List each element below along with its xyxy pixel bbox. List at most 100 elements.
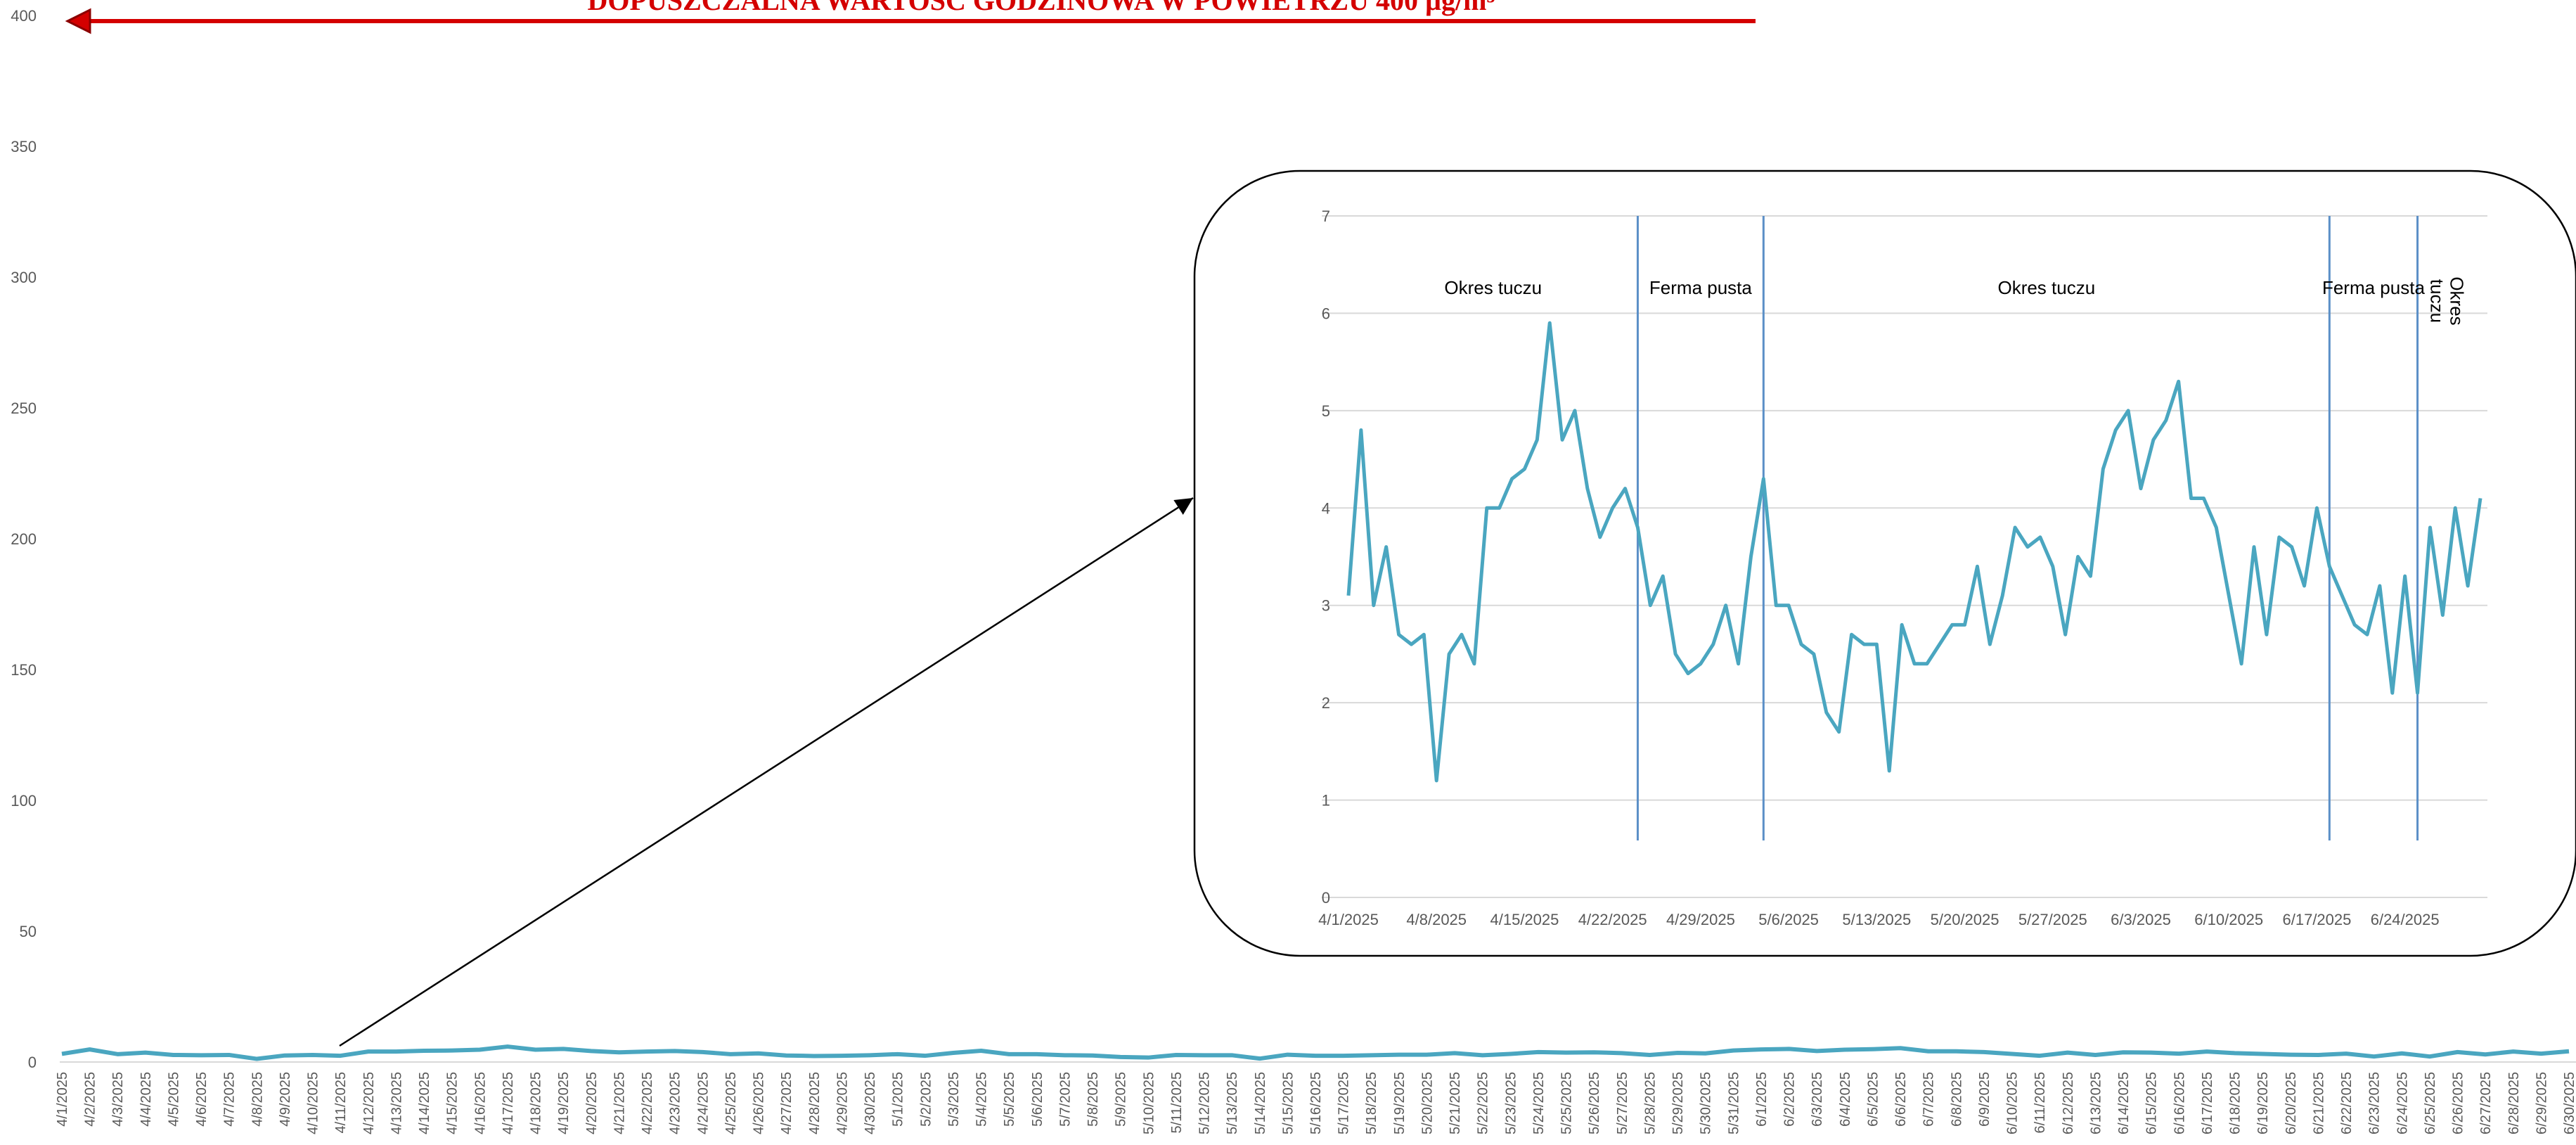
x-tick-label: 5/5/2025: [1002, 1072, 1017, 1127]
period-label: Ferma pusta: [1649, 277, 1752, 298]
x-tick-label: 5/4/2025: [974, 1072, 990, 1127]
inset-gridlines: [1322, 215, 2487, 898]
limit-annotation: DOPUSZCZALNA WARTOŚĆ GODZINOWA W POWIETR…: [65, 0, 1756, 34]
period-label: Okrestuczu: [2426, 276, 2467, 325]
x-tick-label: 5/2/2025: [918, 1072, 934, 1127]
x-tick-label: 6/22/2025: [2339, 1072, 2355, 1134]
x-tick-label: 5/21/2025: [1448, 1072, 1463, 1134]
x-tick-label: 6/4/2025: [1838, 1072, 1853, 1127]
x-tick-label: 6/13/2025: [2088, 1072, 2104, 1134]
x-axis-ticks: 4/1/2025 4/2/2025 4/3/2025 4/4/2025 4/5/2025…: [55, 1072, 2576, 1134]
zoom-arrow: [339, 497, 1194, 1047]
x-tick-label: 4/2/2025: [83, 1072, 98, 1127]
y-tick-label: 200: [11, 530, 37, 548]
x-tick-label: 5/7/2025: [1057, 1072, 1073, 1127]
x-tick-label: 4/27/2025: [779, 1072, 794, 1134]
x-tick-label: 5/14/2025: [1253, 1072, 1268, 1134]
inset-x-tick-label: 4/8/2025: [1406, 911, 1467, 928]
inset-frame: [1193, 169, 2576, 957]
x-tick-label: 5/3/2025: [946, 1072, 962, 1127]
x-tick-label: 5/9/2025: [1114, 1072, 1129, 1127]
x-tick-label: 4/21/2025: [612, 1072, 627, 1134]
x-tick-label: 6/25/2025: [2423, 1072, 2438, 1134]
x-tick-label: 5/6/2025: [1030, 1072, 1045, 1127]
x-tick-label: 4/3/2025: [110, 1072, 126, 1127]
inset-chart: 0 1 2 3 4 5 6 7 4/1/2025 4/8/2025 4/15/2025 4/22/2…: [1193, 169, 2576, 957]
y-tick-label: 50: [20, 923, 37, 940]
y-tick-label: 100: [11, 792, 37, 810]
x-tick-label: 4/12/2025: [361, 1072, 377, 1134]
x-tick-label: 6/26/2025: [2451, 1072, 2466, 1134]
x-tick-label: 5/25/2025: [1559, 1072, 1575, 1134]
x-tick-label: 6/20/2025: [2284, 1072, 2299, 1134]
x-tick-label: 4/7/2025: [222, 1072, 238, 1127]
x-tick-label: 5/31/2025: [1726, 1072, 1741, 1134]
x-tick-label: 4/24/2025: [695, 1072, 711, 1134]
x-tick-label: 6/11/2025: [2033, 1072, 2048, 1134]
main-series-line: [61, 1044, 2570, 1061]
y-tick-label: 250: [11, 399, 37, 417]
inset-y-tick-label: 0: [1322, 889, 1330, 907]
inset-x-tick-label: 5/6/2025: [1758, 911, 1819, 928]
x-tick-label: 4/29/2025: [835, 1072, 850, 1134]
inset-x-tick-label: 6/10/2025: [2194, 911, 2263, 928]
x-tick-label: 6/29/2025: [2534, 1072, 2549, 1134]
x-tick-label: 4/26/2025: [752, 1072, 767, 1134]
x-tick-label: 6/30/2025: [2562, 1072, 2576, 1134]
x-tick-label: 5/30/2025: [1699, 1072, 1714, 1134]
inset-x-tick-label: 5/20/2025: [1931, 911, 1999, 928]
x-tick-label: 4/4/2025: [139, 1072, 154, 1127]
x-tick-label: 4/6/2025: [194, 1072, 210, 1127]
x-tick-label: 4/15/2025: [445, 1072, 461, 1134]
x-tick-label: 5/11/2025: [1169, 1072, 1185, 1134]
x-tick-label: 4/10/2025: [306, 1072, 321, 1134]
inset-x-tick-label: 6/3/2025: [2111, 911, 2171, 928]
inset-y-ticks: 0 1 2 3 4 5 6 7: [1322, 207, 1330, 907]
x-tick-label: 5/28/2025: [1642, 1072, 1658, 1134]
limit-label: DOPUSZCZALNA WARTOŚĆ GODZINOWA W POWIETR…: [588, 0, 1495, 16]
x-tick-label: 5/24/2025: [1531, 1072, 1547, 1134]
x-tick-label: 6/16/2025: [2172, 1072, 2187, 1134]
y-tick-label: 0: [28, 1054, 37, 1071]
x-tick-label: 4/17/2025: [501, 1072, 516, 1134]
inset-y-tick-label: 4: [1322, 499, 1330, 517]
x-tick-label: 4/18/2025: [529, 1072, 544, 1134]
x-tick-label: 4/9/2025: [278, 1072, 293, 1127]
inset-y-tick-label: 1: [1322, 792, 1330, 810]
x-tick-label: 5/17/2025: [1337, 1072, 1352, 1134]
inset-y-tick-label: 6: [1322, 305, 1330, 322]
inset-y-tick-label: 5: [1322, 402, 1330, 420]
x-tick-label: 6/1/2025: [1754, 1072, 1770, 1127]
x-tick-label: 4/5/2025: [166, 1072, 181, 1127]
inset-period-labels: Okres tuczu Ferma pusta Okres tuczu Ferma p…: [1444, 276, 2467, 325]
inset-x-tick-label: 5/27/2025: [2018, 911, 2087, 928]
x-tick-label: 4/28/2025: [807, 1072, 823, 1134]
x-tick-label: 5/15/2025: [1280, 1072, 1296, 1134]
x-tick-label: 4/16/2025: [472, 1072, 488, 1134]
x-tick-label: 6/14/2025: [2116, 1072, 2132, 1134]
x-tick-label: 4/20/2025: [584, 1072, 600, 1134]
x-tick-label: 4/30/2025: [863, 1072, 878, 1134]
y-tick-label: 400: [11, 7, 37, 25]
x-tick-label: 5/16/2025: [1308, 1072, 1324, 1134]
x-tick-label: 6/3/2025: [1810, 1072, 1825, 1127]
x-tick-label: 5/26/2025: [1587, 1072, 1602, 1134]
inset-y-tick-label: 2: [1322, 694, 1330, 712]
x-tick-label: 6/27/2025: [2478, 1072, 2494, 1134]
inset-x-tick-label: 6/24/2025: [2371, 911, 2440, 928]
inset-x-tick-label: 6/17/2025: [2283, 911, 2352, 928]
x-tick-label: 6/7/2025: [1921, 1072, 1937, 1127]
x-tick-label: 4/13/2025: [389, 1072, 404, 1134]
x-tick-label: 4/25/2025: [723, 1072, 739, 1134]
inset-series-line: [1346, 321, 2482, 783]
x-tick-label: 6/5/2025: [1865, 1072, 1881, 1127]
x-tick-label: 4/19/2025: [556, 1072, 572, 1134]
x-tick-label: 4/22/2025: [640, 1072, 655, 1134]
period-label: Ferma pusta: [2322, 277, 2425, 298]
x-tick-label: 4/11/2025: [333, 1072, 349, 1134]
x-tick-label: 5/1/2025: [891, 1072, 906, 1127]
inset-y-tick-label: 7: [1322, 207, 1330, 225]
x-tick-label: 6/15/2025: [2144, 1072, 2160, 1134]
x-tick-label: 5/12/2025: [1197, 1072, 1213, 1134]
